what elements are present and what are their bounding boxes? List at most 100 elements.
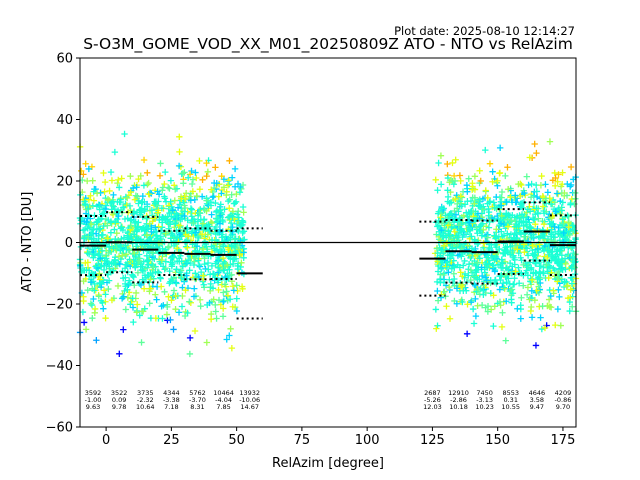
scatter-point [567, 181, 575, 189]
scatter-point [207, 284, 214, 291]
scatter-point [192, 169, 199, 176]
scatter-point [153, 296, 160, 303]
scatter-point [147, 234, 154, 242]
scatter-point [222, 273, 229, 281]
scatter-point [170, 326, 177, 333]
y-tick-label: −60 [46, 421, 73, 436]
scatter-point [559, 169, 566, 176]
scatter-point [186, 350, 194, 358]
bin-stat-label: 2687 [424, 389, 441, 397]
scatter-point [211, 245, 218, 252]
scatter-point [229, 260, 237, 268]
scatter-point [139, 308, 147, 315]
scatter-point [91, 280, 98, 288]
scatter-point [173, 266, 180, 273]
scatter-point [158, 256, 166, 264]
scatter-point [102, 205, 110, 213]
scatter-point [180, 180, 187, 187]
scatter-point [437, 152, 445, 159]
scatter-point [80, 171, 87, 178]
scatter-point [215, 296, 223, 304]
scatter-point [136, 257, 143, 265]
scatter-point [96, 250, 103, 257]
scatter-point [133, 309, 140, 316]
scatter-point [219, 298, 227, 305]
scatter-point [507, 251, 514, 258]
scatter-point [555, 171, 562, 178]
bin-stat-label: 9.78 [112, 403, 126, 411]
scatter-point [498, 256, 505, 263]
scatter-point [461, 201, 469, 208]
scatter-point [215, 193, 222, 200]
scatter-point [437, 181, 445, 188]
x-tick-label: 50 [228, 433, 245, 448]
scatter-point [513, 226, 520, 234]
scatter-point [78, 268, 85, 276]
scatter-point [540, 220, 548, 228]
scatter-point [560, 220, 567, 227]
scatter-point [147, 276, 154, 283]
scatter-point [510, 234, 517, 241]
scatter-point [496, 298, 504, 306]
scatter-point [203, 172, 210, 180]
scatter-point [553, 190, 561, 197]
bin-stat-label: -1.00 [85, 396, 102, 404]
scatter-point [502, 337, 509, 344]
scatter-point [206, 299, 213, 307]
scatter-point [503, 298, 510, 305]
scatter-point [127, 222, 134, 229]
scatter-point [492, 253, 500, 261]
scatter-point [229, 283, 237, 290]
scatter-point [165, 243, 173, 250]
scatter-point [451, 215, 458, 222]
scatter-point [179, 170, 187, 177]
scatter-point [479, 195, 487, 202]
scatter-point [471, 200, 478, 207]
scatter-point [83, 218, 90, 226]
scatter-point [484, 302, 492, 310]
scatter-point [139, 225, 146, 232]
scatter-point [87, 300, 95, 307]
scatter-point [101, 188, 108, 195]
x-tick-label: 100 [355, 433, 380, 448]
scatter-point [194, 218, 202, 225]
scatter-point [208, 262, 216, 270]
scatter-point [480, 240, 487, 247]
scatter-point [176, 133, 183, 141]
scatter-point [211, 179, 218, 187]
scatter-point [149, 218, 156, 225]
scatter-point [459, 298, 466, 306]
scatter-point [159, 315, 166, 322]
scatter-point [189, 188, 197, 195]
scatter-point [519, 204, 527, 212]
scatter-point [551, 238, 559, 245]
scatter-point [197, 268, 205, 276]
scatter-point [440, 242, 448, 250]
scatter-point [169, 207, 176, 214]
scatter-point [145, 271, 152, 279]
scatter-point [547, 292, 554, 300]
scatter-point [476, 196, 483, 203]
scatter-point [175, 162, 183, 170]
scatter-point [451, 228, 458, 235]
scatter-point [457, 227, 464, 234]
scatter-point [532, 269, 539, 277]
scatter-point [457, 193, 465, 200]
scatter-point [105, 285, 112, 293]
scatter-point [235, 208, 242, 215]
scatter-point [472, 295, 479, 303]
scatter-point [220, 184, 228, 191]
scatter-point [539, 245, 546, 252]
scatter-point [512, 192, 519, 199]
bin-stat-label: 3735 [137, 389, 154, 397]
scatter-point [191, 285, 198, 292]
scatter-point [102, 291, 109, 298]
scatter-point [480, 291, 487, 298]
chart-title: S-O3M_GOME_VOD_XX_M01_20250809Z ATO - NT… [83, 35, 573, 54]
scatter-point [483, 254, 490, 261]
scatter-point [548, 233, 555, 240]
scatter-point [236, 251, 243, 259]
scatter-point [467, 197, 475, 205]
scatter-point [490, 322, 497, 330]
